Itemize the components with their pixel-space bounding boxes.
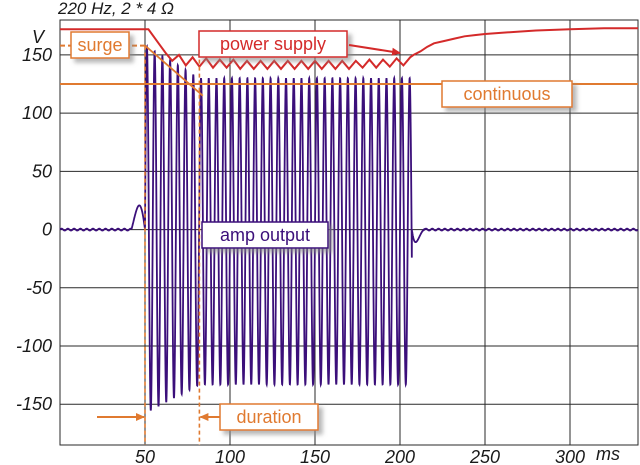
y-tick-label: 50	[32, 161, 52, 181]
amp-output-annotation-box	[201, 221, 329, 249]
x-tick-label: 100	[215, 447, 245, 465]
power-supply-annotation-box	[198, 30, 348, 58]
continuous-annotation: continuous	[441, 80, 573, 108]
annotations: surge power supply continuous amp output dur…	[70, 30, 573, 431]
chart-title: 220 Hz, 2 * 4 Ω	[57, 0, 174, 18]
x-tick-label: 150	[300, 447, 330, 465]
continuous-annotation-box	[441, 80, 573, 108]
surge-annotation-box	[70, 31, 130, 59]
surge-decay-line	[144, 44, 204, 97]
amp-output-annotation: amp output	[201, 221, 329, 249]
y-tick-label: 0	[42, 220, 52, 240]
y-tick-label: 100	[22, 103, 52, 123]
duration-annotation: duration	[219, 403, 319, 431]
y-axis-unit-label: V	[32, 27, 46, 47]
x-tick-label: 250	[469, 447, 500, 465]
power-supply-annotation: power supply	[198, 30, 348, 58]
x-axis-unit-label: ms	[596, 444, 620, 464]
power-supply-arrow	[348, 44, 401, 56]
y-tick-label: 150	[22, 45, 52, 65]
amp-output-series	[59, 43, 639, 411]
amp-output-line	[59, 43, 639, 411]
power-supply-series	[60, 27, 638, 71]
x-tick-label: 200	[384, 447, 415, 465]
surge-annotation: surge	[70, 31, 130, 59]
amp-output-annotation-label: amp output	[220, 225, 310, 245]
y-tick-label: -50	[26, 278, 52, 298]
power-supply-annotation-label: power supply	[220, 34, 326, 54]
surge-annotation-label: surge	[77, 35, 122, 55]
y-tick-label: -150	[16, 394, 52, 414]
tick-labels: 150 100 50 0 -50 -100 -150 50 100 150 200 250 300	[16, 45, 585, 465]
continuous-annotation-label: continuous	[463, 84, 550, 104]
duration-annotation-label: duration	[236, 407, 301, 427]
power-supply-line	[60, 27, 638, 71]
x-tick-label: 300	[555, 447, 585, 465]
y-tick-label: -100	[16, 336, 52, 356]
x-tick-label: 50	[135, 447, 155, 465]
